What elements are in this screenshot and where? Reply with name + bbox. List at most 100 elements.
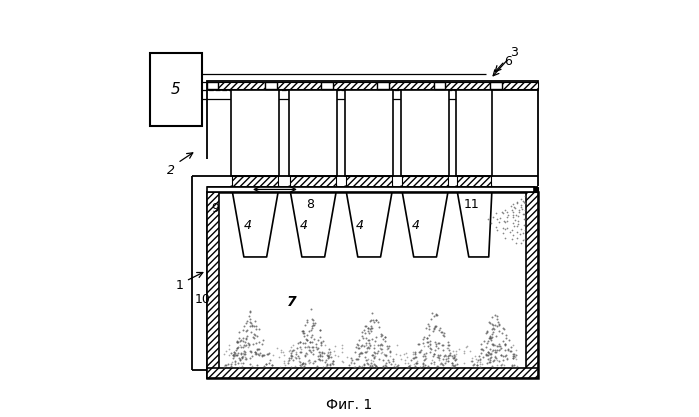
Point bbox=[519, 236, 531, 242]
Point bbox=[230, 349, 241, 356]
Point bbox=[229, 349, 240, 355]
Point bbox=[492, 319, 503, 325]
Point bbox=[229, 358, 240, 364]
Point bbox=[370, 334, 382, 341]
Point bbox=[366, 336, 377, 342]
Point bbox=[308, 322, 319, 328]
Point bbox=[366, 309, 377, 316]
Point bbox=[275, 364, 286, 370]
Point bbox=[382, 345, 394, 352]
Polygon shape bbox=[345, 186, 393, 257]
Point bbox=[315, 339, 326, 346]
Point bbox=[247, 323, 258, 329]
Point bbox=[471, 358, 482, 365]
Bar bbox=[207, 81, 538, 90]
Bar bbox=[207, 187, 534, 191]
Point bbox=[238, 342, 250, 348]
Point bbox=[300, 349, 311, 356]
Point bbox=[477, 353, 489, 360]
Point bbox=[400, 357, 411, 364]
Point bbox=[403, 363, 415, 369]
Text: 4: 4 bbox=[244, 219, 252, 231]
Point bbox=[448, 353, 459, 360]
Point bbox=[322, 352, 333, 359]
Point bbox=[376, 332, 387, 339]
Point bbox=[433, 363, 444, 370]
Point bbox=[302, 336, 313, 343]
Point bbox=[299, 352, 310, 359]
Point bbox=[297, 329, 308, 336]
Point bbox=[448, 364, 459, 370]
Point bbox=[487, 347, 498, 354]
Point bbox=[237, 335, 248, 342]
Point bbox=[302, 332, 313, 338]
Point bbox=[290, 354, 301, 361]
Point bbox=[220, 361, 231, 368]
Point bbox=[380, 363, 391, 369]
Point bbox=[458, 360, 469, 367]
Point bbox=[290, 363, 301, 369]
Point bbox=[373, 348, 384, 354]
Point bbox=[245, 308, 256, 315]
Point bbox=[242, 332, 253, 339]
Point bbox=[491, 356, 503, 363]
Point bbox=[415, 349, 426, 355]
Point bbox=[401, 354, 412, 361]
Point bbox=[408, 354, 419, 361]
Point bbox=[267, 362, 278, 368]
Point bbox=[424, 349, 435, 355]
Point bbox=[355, 363, 366, 370]
Point bbox=[453, 345, 464, 352]
Point bbox=[436, 360, 447, 367]
Point bbox=[365, 317, 376, 324]
Polygon shape bbox=[231, 186, 279, 257]
Point bbox=[364, 318, 375, 324]
Point bbox=[352, 356, 363, 362]
Bar bbox=[322, 82, 333, 89]
Point bbox=[367, 352, 378, 359]
Point bbox=[286, 352, 297, 359]
Point bbox=[370, 317, 382, 324]
Point bbox=[490, 322, 501, 329]
Polygon shape bbox=[289, 186, 337, 257]
Point bbox=[512, 223, 523, 230]
Point bbox=[308, 358, 319, 365]
Point bbox=[233, 363, 244, 370]
Point bbox=[435, 328, 446, 335]
Point bbox=[304, 339, 315, 345]
Point bbox=[236, 337, 247, 344]
Point bbox=[295, 363, 306, 369]
Point bbox=[312, 344, 324, 351]
Point bbox=[469, 361, 480, 367]
Point bbox=[488, 347, 499, 353]
Point bbox=[430, 311, 441, 318]
Point bbox=[245, 319, 256, 326]
Point bbox=[228, 354, 239, 361]
Point bbox=[500, 332, 511, 339]
Point bbox=[380, 352, 391, 358]
Point bbox=[286, 355, 297, 362]
Point bbox=[367, 317, 378, 324]
Point bbox=[517, 198, 528, 204]
Point bbox=[411, 354, 422, 361]
Point bbox=[507, 354, 518, 361]
Point bbox=[389, 362, 400, 369]
Point bbox=[498, 218, 510, 224]
Point bbox=[314, 351, 325, 357]
Point bbox=[424, 344, 435, 351]
Point bbox=[244, 316, 255, 322]
Point bbox=[247, 341, 259, 348]
Point bbox=[368, 342, 379, 348]
Point bbox=[231, 338, 243, 345]
Point bbox=[242, 327, 253, 334]
Point bbox=[426, 360, 437, 367]
Point bbox=[328, 358, 339, 364]
Point bbox=[374, 356, 385, 362]
Point bbox=[321, 361, 332, 368]
Point bbox=[359, 354, 370, 360]
Point bbox=[391, 342, 403, 349]
Point bbox=[368, 348, 380, 355]
Point bbox=[376, 342, 387, 348]
Point bbox=[507, 211, 519, 218]
Point bbox=[462, 342, 473, 349]
